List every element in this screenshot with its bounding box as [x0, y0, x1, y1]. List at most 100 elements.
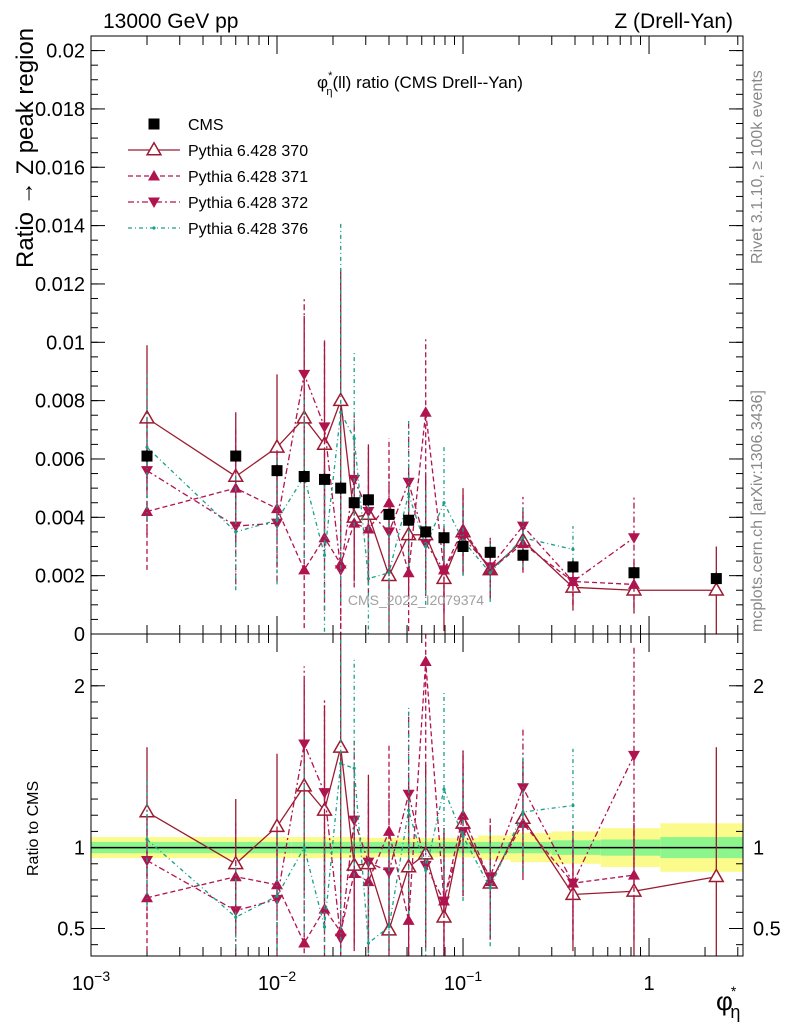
mc-point — [322, 925, 327, 929]
mc-point — [461, 834, 465, 838]
mc-point — [352, 436, 356, 441]
series-p376 — [145, 634, 575, 956]
mc-point — [339, 761, 343, 766]
mc-point — [298, 937, 311, 948]
mc-point — [298, 563, 311, 575]
y-tick-label: 0.02 — [46, 41, 85, 63]
mc-point — [148, 170, 160, 181]
ratio-y-axis-title: Ratio to CMS — [25, 781, 42, 876]
data-point — [457, 540, 469, 552]
mc-point — [383, 825, 396, 836]
y-tick-label: 0.014 — [35, 216, 85, 238]
mc-point — [566, 576, 579, 588]
y-tick-label: 0.5 — [57, 918, 85, 940]
y-tick-label: 2 — [74, 676, 85, 698]
series-line-p372 — [146, 371, 635, 583]
mc-point — [387, 571, 391, 575]
mc-point — [318, 422, 331, 433]
mc-point — [419, 539, 432, 550]
x-tick-label: 10−1 — [444, 968, 482, 995]
legend-entry-p376: Pythia 6.428 376 — [128, 221, 308, 238]
x-tick-label: 10−2 — [258, 968, 296, 995]
mc-point — [352, 766, 356, 770]
mc-point — [383, 527, 396, 538]
data-point — [348, 497, 360, 509]
mc-point — [275, 894, 279, 898]
mc-point — [234, 915, 238, 919]
mc-point — [521, 810, 525, 814]
main-y-axis-title: Ratio → Z peak region — [12, 28, 39, 268]
series-line-p376 — [146, 762, 574, 945]
mc-point — [488, 886, 492, 890]
mc-point — [275, 518, 279, 522]
series-line-p370 — [146, 400, 717, 591]
series-p370 — [138, 634, 725, 956]
mc-point — [566, 878, 579, 890]
y-tick-label: 1 — [74, 838, 85, 860]
mc-point — [402, 914, 415, 925]
mc-point — [424, 868, 428, 872]
series-data — [141, 450, 722, 585]
y-tick-label: 0 — [74, 624, 85, 646]
mc-point — [627, 578, 640, 589]
mc-point — [322, 553, 327, 557]
reference-band — [91, 823, 743, 872]
legend-entry-p370: Pythia 6.428 370 — [128, 141, 308, 160]
legend-entry-p372: Pythia 6.428 372 — [128, 195, 308, 212]
x-tick-label: 10−3 — [72, 968, 110, 995]
mc-point — [366, 576, 371, 581]
energy-label: 13000 GeV pp — [103, 10, 238, 33]
legend-label: Pythia 6.428 372 — [188, 195, 308, 212]
mc-point — [402, 789, 415, 801]
ratio-axis-ticks: 0.5 0.5 1 1 2 2 10−3 10−2 10−1 1 — [57, 634, 781, 995]
data-point — [438, 532, 450, 544]
y-tick-label: 0.008 — [35, 391, 85, 413]
data-point — [141, 450, 153, 462]
data-point — [148, 118, 160, 130]
title-eta: η — [326, 86, 332, 98]
legend: CMS Pythia 6.428 370 Pythia 6.428 371 Pythi… — [128, 117, 308, 238]
mc-point — [229, 521, 242, 533]
legend-label: Pythia 6.428 376 — [188, 221, 308, 238]
y-tick-label: 0.018 — [35, 99, 85, 121]
data-point — [335, 482, 347, 494]
mc-point — [145, 141, 163, 156]
x-title-star: * — [731, 983, 737, 999]
phi-symbol: φ — [317, 73, 328, 92]
mc-point — [488, 571, 492, 575]
series-p371 — [140, 634, 640, 956]
mc-point — [145, 837, 149, 842]
mc-point — [268, 817, 286, 833]
rivet-label: Rivet 3.1.10, ≥ 100k events — [749, 70, 766, 264]
mc-point — [521, 536, 525, 540]
legend-label: Pythia 6.428 370 — [188, 143, 308, 160]
mcplots-label: mcplots.cern.ch [arXiv:1306.3436] — [749, 390, 766, 632]
data-point — [420, 526, 432, 538]
y-tick-label-right: 2 — [753, 676, 764, 698]
mc-point — [571, 547, 575, 552]
data-point — [383, 508, 395, 520]
ratio-frame — [90, 633, 744, 957]
data-point — [403, 514, 415, 526]
plot-title: φ* η(ll) ratio (CMS Drell--Yan) — [317, 70, 523, 98]
analysis-watermark: CMS_2022_I2079374 — [348, 592, 484, 608]
y-tick-label: 0.016 — [35, 157, 85, 179]
x-title-phi: φ — [716, 986, 733, 1016]
mc-point — [383, 867, 396, 878]
data-point — [362, 494, 374, 506]
mc-point — [419, 406, 432, 417]
series-line-p370 — [146, 747, 717, 933]
data-point — [230, 450, 242, 462]
series-p370 — [138, 269, 725, 634]
mc-point — [271, 518, 284, 530]
mc-point — [366, 941, 371, 945]
mc-point — [148, 197, 160, 208]
ratio-panel: 0.5 0.5 1 1 2 2 10−3 10−2 10−1 1 — [57, 633, 781, 995]
mc-point — [234, 530, 238, 534]
data-point — [271, 465, 283, 477]
data-point — [517, 549, 529, 561]
legend-entry-p371: Pythia 6.428 371 — [128, 169, 308, 186]
legend-label: CMS — [188, 117, 224, 134]
y-tick-label: 0.012 — [35, 274, 85, 296]
